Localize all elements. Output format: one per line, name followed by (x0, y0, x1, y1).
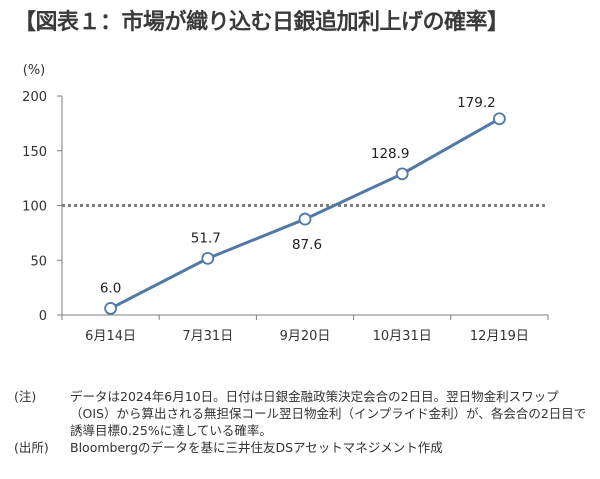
y-axis-unit: (%) (23, 63, 46, 78)
data-label: 179.2 (457, 95, 496, 111)
note-label: (注) (14, 389, 37, 404)
data-point (298, 212, 312, 226)
y-tick-label: 200 (22, 90, 47, 105)
source-row: (出所) Bloombergのデータを基に三井住友DSアセットマネジメント作成 (14, 439, 594, 456)
x-tick-label: 12月19日 (470, 329, 529, 344)
x-tick-label: 9月20日 (280, 329, 331, 344)
note-row: (注) データは2024年6月10日。日付は日銀金融政策決定会合の2日目。翌日物… (14, 388, 594, 439)
y-tick-label: 100 (22, 200, 47, 215)
y-tick-label: 150 (22, 145, 47, 160)
notes: (注) データは2024年6月10日。日付は日銀金融政策決定会合の2日目。翌日物… (14, 388, 594, 456)
data-point (395, 167, 409, 181)
note-text: データは2024年6月10日。日付は日銀金融政策決定会合の2日目。翌日物金利スワ… (70, 389, 587, 438)
source-text: Bloombergのデータを基に三井住友DSアセットマネジメント作成 (70, 440, 443, 455)
y-tick-label: 50 (30, 254, 47, 269)
y-tick-label: 0 (39, 309, 47, 324)
data-label: 51.7 (191, 230, 221, 246)
x-tick-label: 6月14日 (85, 329, 136, 344)
data-point (201, 251, 215, 265)
chart-title: 【図表１：市場が織り込む日銀追加利上げの確率】 (14, 10, 509, 35)
x-tick-label: 7月31日 (182, 329, 233, 344)
x-tick-label: 10月31日 (373, 329, 432, 344)
data-label: 6.0 (100, 280, 121, 296)
data-point (492, 112, 506, 126)
data-label: 128.9 (371, 146, 410, 162)
source-label: (出所) (14, 440, 49, 455)
data-point (104, 302, 117, 315)
data-label: 87.6 (292, 237, 322, 253)
line-chart: (%) 0 50 100 150 200 6月14日 7月31日 9月20日 10月31日 12月1… (22, 63, 549, 344)
